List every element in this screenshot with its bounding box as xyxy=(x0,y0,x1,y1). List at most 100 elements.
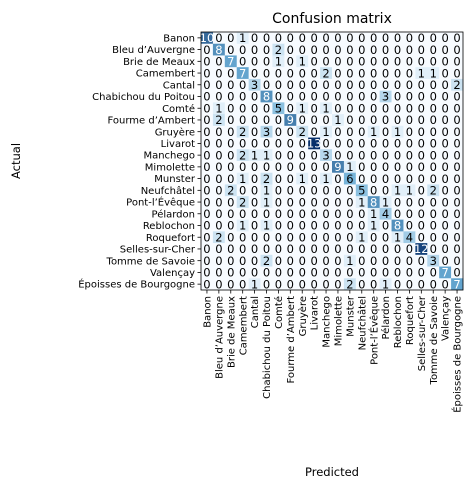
cell-value-label: 0 xyxy=(299,31,306,45)
heatmap-cell xyxy=(403,43,416,56)
cell-value-label: 0 xyxy=(322,277,329,291)
cell-value-label: 0 xyxy=(358,277,365,291)
cell-value-label: 0 xyxy=(322,254,329,268)
cell-value-label: 0 xyxy=(453,242,460,256)
heatmap-cell xyxy=(391,196,404,209)
heatmap-cell xyxy=(260,196,273,209)
cell-value-label: 0 xyxy=(441,137,448,151)
heatmap-cell xyxy=(296,78,309,91)
cell-value-label: 0 xyxy=(263,230,270,244)
heatmap-cell xyxy=(260,125,273,138)
cell-value-label: 0 xyxy=(370,230,377,244)
cell-value-label: 0 xyxy=(418,219,425,233)
heatmap-cell xyxy=(367,207,380,220)
cell-value-label: 0 xyxy=(203,184,210,198)
cell-value-label: 0 xyxy=(370,254,377,268)
heatmap-cell xyxy=(260,207,273,220)
heatmap-cell xyxy=(236,161,249,174)
cell-value-label: 0 xyxy=(334,31,341,45)
heatmap-cell xyxy=(379,219,392,232)
cell-value-label: 0 xyxy=(203,43,210,57)
heatmap-cell xyxy=(415,184,428,197)
heatmap-cell xyxy=(391,90,404,103)
heatmap-cell xyxy=(320,78,333,91)
heatmap-cell xyxy=(212,184,226,197)
cell-value-label: 0 xyxy=(430,31,437,45)
cell-value-label: 0 xyxy=(275,78,282,92)
heatmap-cell xyxy=(260,161,273,174)
cell-value-label: 0 xyxy=(453,90,460,104)
heatmap-cell xyxy=(236,266,249,279)
heatmap-cell xyxy=(415,125,428,138)
cell-value-label: 0 xyxy=(287,195,294,209)
cell-value-label: 0 xyxy=(251,43,258,57)
heatmap-cell xyxy=(284,32,297,45)
cell-value-label: 0 xyxy=(310,242,317,256)
heatmap-cell xyxy=(272,55,285,68)
cell-value-label: 0 xyxy=(215,55,222,69)
heatmap-cell xyxy=(367,172,380,185)
y-tick-label: Roquefort xyxy=(146,233,195,244)
cell-value-label: 0 xyxy=(418,277,425,291)
heatmap-cell xyxy=(439,172,452,185)
cell-value-label: 0 xyxy=(251,125,258,139)
heatmap-cell xyxy=(308,114,321,127)
x-tick-label: Cantal xyxy=(250,296,261,328)
cell-value-label: 0 xyxy=(346,125,353,139)
heatmap-cell xyxy=(260,55,273,68)
heatmap-cell xyxy=(272,219,285,232)
heatmap-cell xyxy=(320,278,333,291)
cell-value-label: 0 xyxy=(430,90,437,104)
heatmap-cell xyxy=(212,161,226,174)
cell-value-label: 0 xyxy=(441,184,448,198)
x-tick-label: Livarot xyxy=(310,296,321,330)
heatmap-cell xyxy=(403,102,416,115)
cell-value-label: 0 xyxy=(275,195,282,209)
x-tick-label: Tomme de Savoie xyxy=(429,296,440,385)
y-tick-label: Munster xyxy=(154,174,196,185)
cell-value-label: 0 xyxy=(394,195,401,209)
heatmap-cell xyxy=(224,243,238,256)
heatmap-cell xyxy=(212,196,226,209)
heatmap-cell xyxy=(355,43,369,56)
y-tick-label: Tomme de Savoie xyxy=(106,256,195,267)
cell-value-label: 0 xyxy=(227,172,234,186)
cell-value-label: 0 xyxy=(203,277,210,291)
heatmap-cell xyxy=(427,32,440,45)
heatmap-cell xyxy=(391,55,404,68)
cell-value-label: 0 xyxy=(275,160,282,174)
heatmap-cell xyxy=(320,231,333,244)
heatmap-cell xyxy=(284,254,297,267)
cell-value-label: 0 xyxy=(310,90,317,104)
cell-value-label: 0 xyxy=(453,101,460,115)
heatmap-cell xyxy=(296,149,309,162)
cell-value-label: 0 xyxy=(203,113,210,127)
cell-value-label: 0 xyxy=(453,254,460,268)
heatmap-cell xyxy=(427,254,440,267)
heatmap-cell xyxy=(320,207,333,220)
heatmap-cell xyxy=(403,254,416,267)
x-tick-label: Fourme d’Ambert xyxy=(286,296,297,384)
cell-value-label: 0 xyxy=(358,266,365,280)
cell-value-label: 0 xyxy=(299,242,306,256)
cell-value-label: 0 xyxy=(251,55,258,69)
heatmap-cell xyxy=(355,32,369,45)
heatmap-cell xyxy=(284,78,297,91)
heatmap-cell xyxy=(391,125,404,138)
heatmap-cell xyxy=(427,266,440,279)
cell-value-label: 0 xyxy=(358,66,365,80)
heatmap-cell xyxy=(403,67,416,80)
cell-value-label: 0 xyxy=(430,113,437,127)
cell-value-label: 0 xyxy=(227,66,234,80)
heatmap-cell xyxy=(224,196,238,209)
cell-value-label: 0 xyxy=(441,219,448,233)
heatmap-cell xyxy=(332,78,345,91)
heatmap-cell xyxy=(212,55,226,68)
heatmap-cell xyxy=(236,125,249,138)
heatmap-cell xyxy=(201,55,214,68)
heatmap-cell xyxy=(332,196,345,209)
cell-value-label: 0 xyxy=(310,55,317,69)
heatmap-cell xyxy=(415,67,428,80)
heatmap-cell xyxy=(415,254,428,267)
cell-value-label: 0 xyxy=(299,266,306,280)
